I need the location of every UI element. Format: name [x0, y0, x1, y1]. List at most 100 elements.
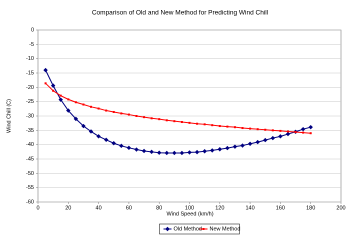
x-tick-label: 0: [36, 205, 39, 211]
x-tick-label: 180: [306, 205, 315, 211]
y-tick-label: -45: [26, 156, 34, 162]
data-point: [103, 137, 109, 142]
data-point: [141, 148, 147, 154]
data-point: [50, 83, 56, 88]
data-point: [158, 118, 161, 121]
data-point: [119, 143, 124, 149]
data-point: [217, 147, 222, 152]
x-tick-label: 100: [185, 205, 194, 211]
data-point: [172, 150, 177, 156]
data-point: [58, 97, 63, 102]
data-point: [149, 149, 154, 155]
legend-label: Old Method: [174, 226, 202, 232]
data-point: [255, 139, 260, 145]
y-axis-label: Wind Chill (C): [6, 99, 12, 133]
data-point: [247, 141, 253, 147]
data-point: [43, 67, 48, 73]
data-point: [180, 121, 183, 124]
data-point: [59, 94, 62, 97]
data-point: [256, 128, 259, 131]
data-point: [73, 116, 79, 122]
data-point: [286, 130, 289, 133]
data-point: [202, 149, 207, 154]
data-point: [264, 128, 267, 131]
data-point: [187, 150, 192, 155]
data-point: [90, 105, 93, 108]
data-point: [82, 103, 85, 106]
data-point: [66, 108, 71, 113]
data-point: [300, 126, 306, 132]
data-point: [271, 129, 274, 132]
data-point: [218, 125, 221, 128]
y-tick-label: -15: [26, 70, 34, 76]
legend-label: New Method: [210, 226, 241, 232]
y-tick-label: -35: [26, 128, 34, 134]
data-point: [309, 132, 312, 135]
data-point: [52, 89, 55, 92]
data-point: [111, 141, 116, 146]
x-tick-label: 120: [215, 205, 224, 211]
data-point: [134, 147, 139, 152]
y-tick-label: -50: [26, 171, 34, 177]
y-tick-label: -10: [26, 56, 34, 62]
data-point: [263, 137, 268, 143]
data-point: [211, 124, 214, 127]
data-point: [143, 116, 146, 119]
data-point: [308, 124, 313, 130]
data-point: [232, 144, 238, 149]
data-point: [249, 127, 252, 130]
data-point: [112, 110, 115, 113]
data-point: [157, 150, 162, 155]
x-tick-label: 140: [246, 205, 255, 211]
y-tick-label: -20: [26, 85, 34, 91]
legend-marker: [202, 228, 205, 230]
data-point: [127, 113, 130, 116]
data-point: [44, 82, 47, 85]
data-point: [194, 149, 200, 155]
data-point: [294, 131, 297, 134]
y-tick-label: -55: [26, 185, 34, 191]
data-point: [285, 131, 291, 137]
y-tick-label: 0: [31, 27, 34, 33]
data-point: [74, 101, 77, 104]
data-point: [270, 135, 276, 141]
data-point: [225, 145, 230, 151]
y-tick-label: -5: [29, 42, 34, 48]
data-point: [105, 109, 108, 112]
data-point: [120, 112, 123, 115]
legend-marker: [165, 226, 170, 232]
data-point: [188, 121, 191, 124]
y-tick-label: -40: [26, 142, 34, 148]
data-point: [150, 117, 153, 120]
data-point: [210, 148, 215, 153]
x-tick-label: 80: [156, 205, 162, 211]
data-point: [135, 115, 138, 117]
chart-title: Comparison of Old and New Method for Pre…: [92, 10, 269, 17]
data-point: [240, 143, 245, 148]
data-point: [81, 123, 86, 129]
data-point: [203, 123, 206, 126]
data-point: [173, 120, 176, 123]
data-point: [164, 150, 169, 156]
x-axis-label: Wind Speed (km/h): [166, 211, 213, 217]
data-point: [233, 126, 236, 129]
series-line: [45, 82, 311, 134]
y-tick-label: -25: [26, 99, 34, 105]
data-point: [67, 98, 70, 101]
data-point: [278, 134, 283, 139]
data-point: [165, 119, 168, 122]
data-point: [126, 145, 132, 151]
data-point: [88, 129, 94, 134]
x-tick-label: 200: [336, 205, 345, 211]
y-tick-label: -60: [26, 199, 34, 205]
data-point: [97, 107, 100, 110]
x-tick-label: 160: [276, 205, 285, 211]
data-point: [196, 122, 199, 125]
data-point: [226, 125, 229, 128]
data-point: [96, 134, 101, 139]
y-tick-label: -30: [26, 113, 34, 119]
data-point: [241, 127, 244, 130]
data-point: [302, 131, 305, 134]
x-tick-label: 40: [96, 205, 102, 211]
x-tick-label: 20: [65, 205, 71, 211]
